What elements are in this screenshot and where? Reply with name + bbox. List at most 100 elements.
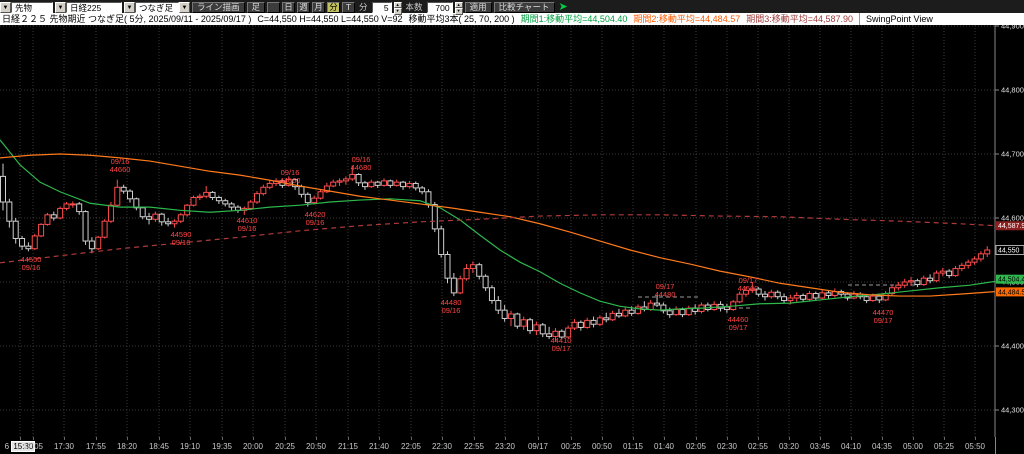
time-label: 18:20 bbox=[116, 442, 138, 451]
time-label: 23:20 bbox=[494, 442, 516, 451]
ma-settings-label: 移動平均3本( 25, 70, 200 ) bbox=[408, 14, 515, 24]
time-label: 02:30 bbox=[716, 442, 738, 451]
spinner-down-icon[interactable]: ▼ bbox=[393, 8, 402, 15]
swing-point-label: 44620 09/16 bbox=[305, 210, 326, 227]
spinner-up-icon[interactable]: ▲ bbox=[454, 1, 463, 8]
time-label: 05:25 bbox=[933, 442, 955, 451]
time-label: 20:50 bbox=[305, 442, 327, 451]
time-label: 22:05 bbox=[400, 442, 422, 451]
compare-chart-button[interactable]: 比較チャート bbox=[493, 1, 555, 13]
spinner-up-icon[interactable]: ▲ bbox=[393, 1, 402, 8]
instrument-type-select[interactable]: ▼ 先物 bbox=[0, 1, 53, 13]
time-tick bbox=[127, 437, 128, 440]
price-tick-label: 44,300.00 bbox=[1001, 406, 1024, 415]
chevron-down-icon[interactable]: ▼ bbox=[55, 1, 66, 13]
time-label: 17:05 bbox=[22, 442, 44, 451]
timeframe-week-button[interactable]: 週 bbox=[297, 1, 311, 13]
swing-point-label: 09/17 44500 bbox=[738, 276, 759, 293]
blank-button[interactable] bbox=[267, 1, 281, 13]
line-draw-button[interactable]: ライン描画 bbox=[192, 1, 245, 13]
minute-spinner[interactable]: ▲ ▼ bbox=[393, 1, 402, 15]
time-tick bbox=[538, 437, 539, 440]
minute-label: 分 bbox=[359, 2, 368, 12]
time-axis[interactable]: 6 15:30 17:05 17:30 17:55 18:20 18:45 19:10 19:… bbox=[0, 437, 1024, 454]
time-label: 01:15 bbox=[622, 442, 644, 451]
ohlcv-readout: C=44,550 H=44,550 L=44,550 V=92 bbox=[257, 14, 403, 24]
ashi-button[interactable]: 足 bbox=[246, 1, 266, 13]
time-tick bbox=[602, 437, 603, 440]
time-label: 17:30 bbox=[53, 442, 75, 451]
chart-area[interactable]: 44550 09/16 09/16 44660 44590 09/16 44610 09/16… bbox=[0, 25, 1024, 437]
symbol-value[interactable]: 日経225 bbox=[66, 1, 122, 13]
instrument-type-value[interactable]: 先物 bbox=[11, 1, 53, 13]
time-tick bbox=[159, 437, 160, 440]
time-tick bbox=[944, 437, 945, 440]
swing-point-label: 44460 09/17 bbox=[728, 315, 749, 332]
swing-point-label: 09/16 44680 bbox=[351, 155, 372, 172]
apply-button[interactable]: 適用 bbox=[464, 1, 492, 13]
swing-point-label: 44590 09/16 bbox=[171, 230, 192, 247]
time-label: 22:30 bbox=[431, 442, 453, 451]
bars-spinner[interactable]: ▲ ▼ bbox=[454, 1, 463, 15]
time-tick bbox=[379, 437, 380, 440]
chevron-down-icon[interactable]: ▼ bbox=[0, 1, 11, 13]
time-tick bbox=[913, 437, 914, 440]
timeframe-month-button[interactable]: 月 bbox=[312, 1, 326, 13]
price-tick-label: 44,700.00 bbox=[1001, 150, 1024, 159]
ma3-readout: 期間3:移動平均=44,587.90 bbox=[746, 14, 854, 24]
time-label: 00:50 bbox=[591, 442, 613, 451]
swingpoint-mode-label: SwingPoint View bbox=[859, 13, 933, 25]
time-tick bbox=[975, 437, 976, 440]
chart-info-bar: 日経２２５ 先物期近 つなぎ足( 5分, 2025/09/11 - 2025/0… bbox=[0, 13, 1024, 25]
time-label: 01:40 bbox=[653, 442, 675, 451]
time-label: 19:10 bbox=[179, 442, 201, 451]
bars-input[interactable]: 700 bbox=[426, 1, 453, 13]
time-label: 03:45 bbox=[809, 442, 831, 451]
time-tick bbox=[851, 437, 852, 440]
chevron-down-icon[interactable]: ▼ bbox=[124, 1, 135, 13]
bars-label: 本数 bbox=[405, 2, 423, 12]
timeframe-tick-button[interactable]: T bbox=[342, 1, 356, 13]
spinner-down-icon[interactable]: ▼ bbox=[454, 8, 463, 15]
chart-type-select[interactable]: ▼ つなぎ足 ▼ bbox=[124, 1, 190, 13]
time-tick bbox=[222, 437, 223, 440]
time-label: 21:40 bbox=[368, 442, 390, 451]
timeframe-day-button[interactable]: 日 bbox=[282, 1, 296, 13]
symbol-select[interactable]: ▼ 日経225 bbox=[55, 1, 122, 13]
price-badge-value: 44,484.57 bbox=[998, 289, 1024, 296]
swing-point-label: 44470 09/17 bbox=[873, 308, 894, 325]
candles-layer bbox=[0, 163, 991, 341]
time-tick bbox=[285, 437, 286, 440]
price-tick-label: 44,600.00 bbox=[1001, 214, 1024, 223]
swing-point-label: 44610 09/16 bbox=[237, 216, 258, 233]
time-tick bbox=[882, 437, 883, 440]
price-badge-value: 44,504.40 bbox=[998, 277, 1024, 284]
time-tick bbox=[190, 437, 191, 440]
minute-input[interactable]: 5 bbox=[371, 1, 392, 13]
axis-line bbox=[995, 437, 996, 454]
green-arrow-icon[interactable]: ➤ bbox=[558, 0, 568, 13]
time-tick bbox=[571, 437, 572, 440]
time-tick bbox=[474, 437, 475, 440]
chart-type-value[interactable]: つなぎ足 bbox=[135, 1, 179, 13]
time-label: 04:35 bbox=[871, 442, 893, 451]
time-label: 02:05 bbox=[685, 442, 707, 451]
time-label: 19:35 bbox=[211, 442, 233, 451]
price-tick-label: 44,900.00 bbox=[1001, 25, 1024, 31]
price-tick-label: 44,400.00 bbox=[1001, 342, 1024, 351]
price-badge bbox=[996, 274, 1024, 284]
timeframe-minute-button[interactable]: 分 bbox=[327, 1, 341, 13]
time-label: 20:00 bbox=[242, 442, 264, 451]
time-tick bbox=[64, 437, 65, 440]
instrument-title: 日経２２５ 先物期近 つなぎ足( 5分, 2025/09/11 - 2025/0… bbox=[2, 14, 252, 24]
price-badge bbox=[996, 221, 1024, 231]
current-session-time-label: 15:30 bbox=[11, 441, 36, 452]
chevron-down-icon[interactable]: ▼ bbox=[179, 1, 190, 13]
time-label: 22:55 bbox=[463, 442, 485, 451]
time-label: 04:10 bbox=[840, 442, 862, 451]
time-label: 02:55 bbox=[747, 442, 769, 451]
time-label: 21:15 bbox=[337, 442, 359, 451]
time-tick bbox=[348, 437, 349, 440]
swing-point-label: 44480 09/16 bbox=[441, 298, 462, 315]
ma1-readout: 期間1:移動平均=44,504.40 bbox=[520, 14, 628, 24]
